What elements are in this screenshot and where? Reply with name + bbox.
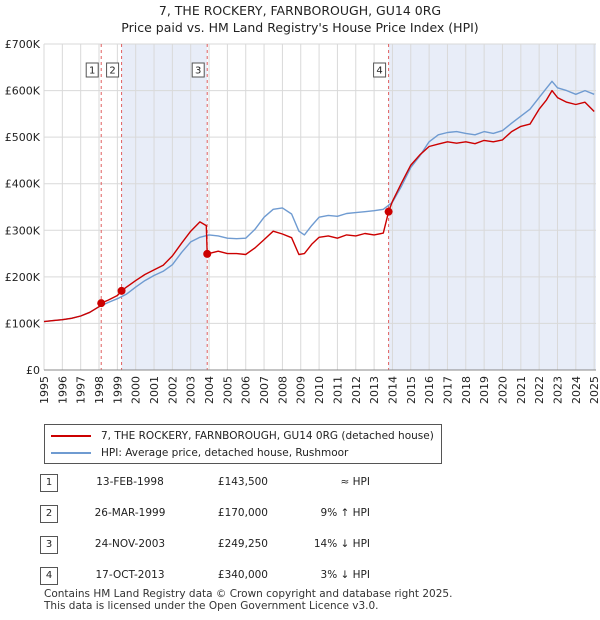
sale-marker-label: 2 [106, 62, 120, 78]
sale-marker-number: 2 [109, 66, 115, 77]
sale-row: 2 26-MAR-1999 £170,000 9% ↑ HPI [40, 505, 460, 525]
sale-number-badge: 3 [40, 536, 58, 554]
series-line-hpi [43, 80, 595, 323]
sale-marker-number: 1 [89, 66, 95, 77]
sale-point [384, 207, 393, 216]
sale-row: 1 13-FEB-1998 £143,500 ≈ HPI [40, 474, 460, 494]
chart-title: 7, THE ROCKERY, FARNBOROUGH, GU14 0RG [158, 3, 442, 18]
x-tick-label: 2017 [441, 376, 454, 404]
chart-title-block: 7, THE ROCKERY, FARNBOROUGH, GU14 0RG Pr… [0, 2, 600, 36]
y-tick-label: £200K [5, 271, 41, 284]
sale-number-badge: 4 [40, 567, 58, 585]
sale-marker-number: 4 [376, 66, 382, 77]
sale-date: 13-FEB-1998 [96, 476, 164, 488]
legend-item-property: 7, THE ROCKERY, FARNBOROUGH, GU14 0RG (d… [51, 428, 434, 444]
sale-row: 4 17-OCT-2013 £340,000 3% ↓ HPI [40, 567, 460, 587]
sale-number-badge: 2 [40, 505, 58, 523]
x-tick-label: 2000 [130, 376, 143, 404]
sale-price: £340,000 [217, 569, 268, 581]
y-tick-label: £600K [5, 85, 41, 98]
footer-copyright: Contains HM Land Registry data © Crown c… [44, 588, 453, 600]
legend-swatch-hpi [51, 452, 91, 454]
sale-marker-label: 4 [373, 62, 387, 78]
chart-legend: 7, THE ROCKERY, FARNBOROUGH, GU14 0RG (d… [44, 424, 442, 464]
sale-point [97, 299, 106, 308]
shaded-range [121, 44, 208, 370]
footer-notice: Contains HM Land Registry data © Crown c… [44, 588, 452, 612]
y-tick-label: £400K [5, 178, 41, 191]
footer-licence: This data is licensed under the Open Gov… [44, 600, 379, 612]
x-tick-label: 2004 [203, 376, 216, 404]
sale-price: £249,250 [217, 538, 268, 550]
sale-hpi-comparison: 3% ↓ HPI [320, 569, 370, 581]
x-tick-label: 1996 [56, 376, 69, 404]
x-tick-label: 1998 [93, 376, 106, 404]
x-tick-label: 2008 [276, 376, 289, 404]
x-tick-label: 2016 [423, 376, 436, 404]
y-tick-label: £100K [5, 317, 41, 330]
x-tick-label: 1995 [38, 376, 51, 404]
sale-marker-number: 3 [195, 66, 201, 77]
legend-label-hpi: HPI: Average price, detached house, Rush… [101, 447, 349, 459]
sale-marker-label: 3 [191, 62, 205, 78]
legend-label-property: 7, THE ROCKERY, FARNBOROUGH, GU14 0RG (d… [101, 430, 434, 442]
x-tick-label: 2022 [533, 376, 546, 404]
x-tick-label: 2006 [240, 376, 253, 404]
sale-point [203, 249, 212, 258]
x-tick-label: 2003 [185, 376, 198, 404]
sale-price: £143,500 [217, 476, 268, 488]
x-tick-label: 2019 [478, 376, 491, 404]
sale-marker-box [191, 62, 205, 78]
x-tick-label: 2007 [258, 376, 271, 404]
x-tick-label: 2009 [295, 376, 308, 404]
x-tick-label: 2012 [350, 376, 363, 404]
sale-price: £170,000 [217, 507, 268, 519]
sale-hpi-comparison: 9% ↑ HPI [320, 507, 370, 519]
legend-swatch-property [51, 435, 91, 437]
y-tick-label: £0 [26, 364, 40, 377]
x-tick-label: 2005 [221, 376, 234, 404]
x-tick-label: 2025 [588, 376, 600, 404]
sale-point [117, 286, 126, 295]
sale-date: 24-NOV-2003 [94, 538, 166, 550]
sale-date: 17-OCT-2013 [95, 569, 165, 581]
x-tick-label: 2024 [570, 376, 583, 404]
price-chart: 1 2 3 4 £0 £100K £200K £300K £400K £500K £600K £700… [5, 38, 600, 404]
y-tick-label: £300K [5, 224, 41, 237]
sale-date: 26-MAR-1999 [94, 507, 166, 519]
sale-row: 3 24-NOV-2003 £249,250 14% ↓ HPI [40, 536, 460, 556]
x-tick-label: 2011 [331, 376, 344, 404]
chart-subtitle: Price paid vs. HM Land Registry's House … [121, 20, 479, 35]
x-tick-label: 2020 [496, 376, 509, 404]
x-tick-label: 1999 [111, 376, 124, 404]
x-tick-label: 2013 [368, 376, 381, 404]
x-tick-label: 2021 [515, 376, 528, 404]
sale-number-badge: 1 [40, 474, 58, 492]
x-tick-label: 2001 [148, 376, 161, 404]
series-line-property [43, 89, 595, 323]
sale-hpi-comparison: ≈ HPI [340, 476, 370, 488]
x-tick-label: 2018 [460, 376, 473, 404]
shaded-range [388, 44, 596, 370]
x-tick-label: 2002 [166, 376, 179, 404]
x-tick-label: 1997 [75, 376, 88, 404]
sale-marker-box [106, 62, 120, 78]
sale-marker-box [85, 62, 99, 78]
sale-marker-label: 1 [85, 62, 99, 78]
x-tick-label: 2023 [551, 376, 564, 404]
sale-marker-box [373, 62, 387, 78]
y-tick-label: £700K [5, 38, 41, 51]
legend-item-hpi: HPI: Average price, detached house, Rush… [51, 445, 348, 461]
x-tick-label: 2014 [386, 376, 399, 404]
sale-hpi-comparison: 14% ↓ HPI [313, 538, 370, 550]
y-tick-label: £500K [5, 131, 41, 144]
x-tick-label: 2010 [313, 376, 326, 404]
x-tick-label: 2015 [405, 376, 418, 404]
